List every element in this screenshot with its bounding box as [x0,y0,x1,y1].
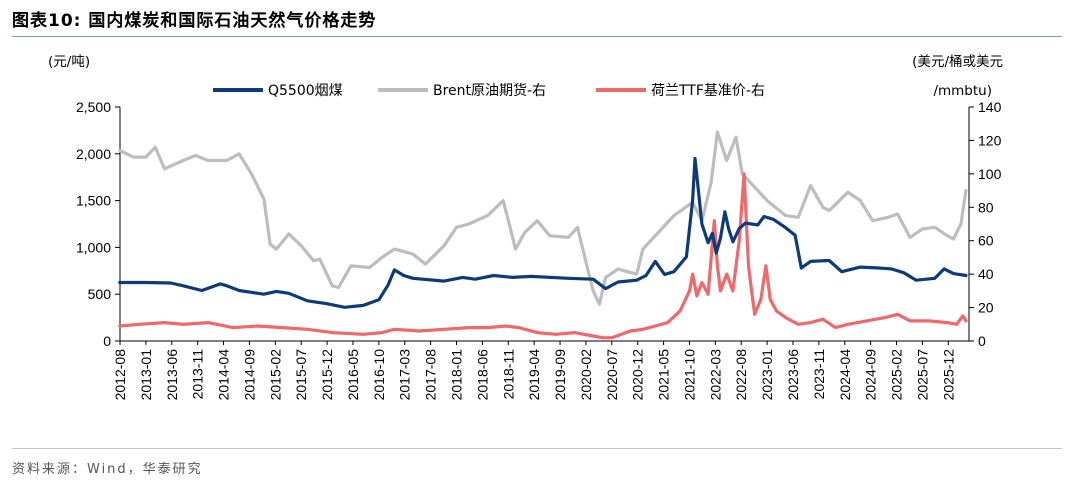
x-tick-label: 2018-06 [474,349,490,401]
left-tick-label: 0 [103,333,111,349]
right-tick-label: 0 [978,333,986,349]
legend-label: Q5500烟煤 [268,83,343,99]
x-tick-label: 2013-06 [164,349,180,401]
right-tick-label: 140 [978,99,1002,115]
source-divider [12,448,1062,449]
chart-area: 0 500 1,000 1,500 2,000 2,500 0 20 40 60 80 100 120 1… [48,54,1003,400]
legend-label: Brent原油期货-右 [433,82,546,99]
chart-series [118,130,968,340]
right-axis-unit-line2: /mmbtu) [933,83,992,99]
right-tick-label: 20 [978,300,994,316]
left-tick-label: 500 [88,286,112,302]
title-divider [12,36,1062,37]
x-tick-label: 2019-09 [552,349,568,401]
x-tick-label: 2024-04 [837,349,853,401]
series-line-1 [118,130,968,306]
series-line-0 [118,156,968,309]
right-tick-label: 40 [978,266,994,282]
x-tick-label: 2020-07 [604,349,620,401]
legend-label: 荷兰TTF基准价-右 [651,82,765,99]
x-tick-label: 2013-11 [190,349,206,400]
x-tick-label: 2023-06 [785,349,801,401]
x-tick-label: 2022-03 [707,349,723,401]
x-tick-label: 2018-01 [449,349,465,401]
x-tick-label: 2022-08 [733,349,749,401]
x-tick-label: 2016-10 [371,349,387,401]
x-tick-label: 2025-02 [889,349,905,401]
x-tick-label: 2015-07 [293,349,309,401]
x-tick-label: 2015-02 [267,349,283,401]
x-tick-label: 2012-08 [112,349,128,401]
x-tick-label: 2018-11 [500,349,516,400]
right-tick-label: 120 [978,132,1002,148]
x-tick-label: 2019-04 [526,349,542,401]
chart-legend: Q5500烟煤 Brent原油期货-右 荷兰TTF基准价-右 [213,82,765,99]
x-tick-label: 2021-05 [656,349,672,401]
left-tick-label: 1,000 [76,239,111,255]
x-tick-label: 2025-07 [914,349,930,401]
x-tick-label: 2020-02 [578,349,594,401]
left-tick-label: 2,000 [76,146,111,162]
source-note: 资料来源：Wind，华泰研究 [12,462,203,477]
x-tick-label: 2021-10 [681,349,697,401]
series-line-2 [118,172,968,340]
right-axis-unit-line1: (美元/桶或美元 [912,54,1003,70]
left-tick-label: 1,500 [76,193,111,209]
x-tick-label: 2025-12 [940,349,956,401]
x-tick-label: 2013-01 [138,349,154,401]
x-tick-label: 2017-03 [397,349,413,401]
x-tick-label: 2020-12 [630,349,646,401]
axis-units: (元/吨) (美元/桶或美元 /mmbtu) [48,54,1003,99]
figure-title: 图表10: 国内煤炭和国际石油天然气价格走势 [12,11,377,31]
left-tick-label: 2,500 [76,99,111,115]
right-tick-label: 60 [978,233,994,249]
x-tick-label: 2023-11 [811,349,827,400]
x-tick-label: 2014-09 [241,349,257,401]
x-tick-label: 2015-12 [319,349,335,401]
x-tick-label: 2024-09 [863,349,879,401]
chart-axes: 0 500 1,000 1,500 2,000 2,500 0 20 40 60 80 100 120 1… [76,99,1002,400]
x-tick-label: 2017-08 [423,349,439,401]
left-axis-unit: (元/吨) [48,54,90,70]
x-tick-label: 2016-05 [345,349,361,401]
x-tick-label: 2014-04 [216,349,232,401]
x-tick-label: 2023-01 [759,349,775,401]
right-tick-label: 80 [978,199,994,215]
right-tick-label: 100 [978,166,1002,182]
